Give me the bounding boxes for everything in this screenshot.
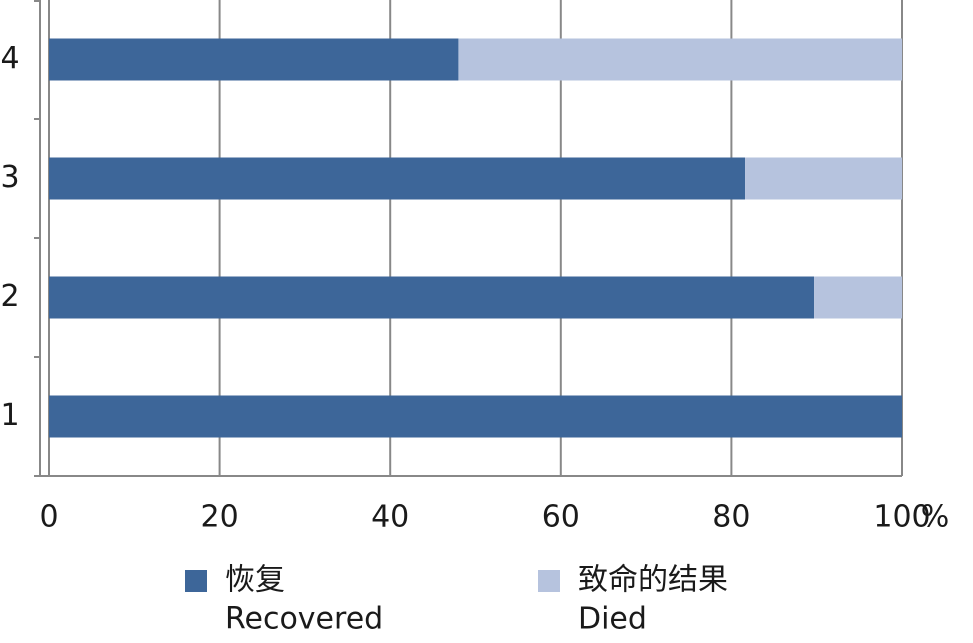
x-tick-label: 40 [371,500,409,535]
bar [814,276,902,319]
bar [49,395,902,438]
bar [745,157,902,200]
legend-label: 恢复 [225,563,285,598]
x-tick-label: 0 [39,500,58,535]
legend-label-en: Recovered [225,602,383,637]
legend-swatch [538,570,560,592]
bar [49,157,746,200]
bar [458,38,902,81]
x-unit: % [921,500,950,535]
bar [49,276,815,319]
x-tick-label: 60 [542,500,580,535]
y-tick-label: 3 [0,160,19,195]
legend-label-en: Died [578,602,647,637]
x-tick-label: 20 [201,500,239,535]
legend-label: 致命的结果 [578,563,728,598]
y-tick-label: 4 [0,41,19,76]
y-tick-label: 1 [0,398,19,433]
y-tick-label: 2 [0,279,19,314]
bar [49,38,459,81]
legend-swatch [185,570,207,592]
x-tick-label: 80 [712,500,750,535]
x-tick-label: 100 [873,500,930,535]
y-axis-ticks [34,0,40,477]
